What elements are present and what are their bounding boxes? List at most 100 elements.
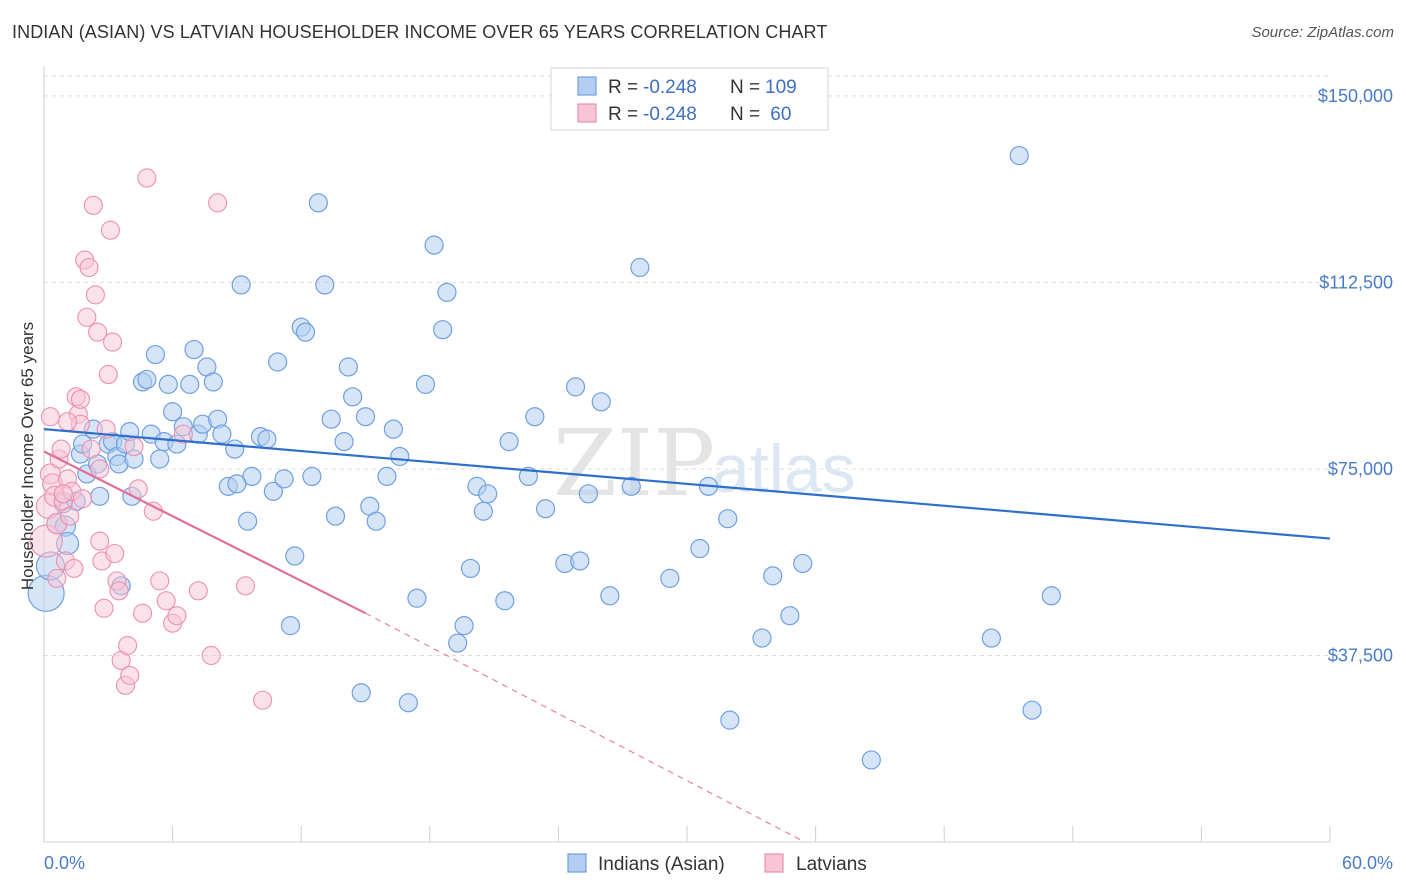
legend-label-indians: Indians (Asian) <box>598 854 725 875</box>
latvians-point-27 <box>94 598 114 618</box>
legend-n-label-1: N = <box>730 77 760 98</box>
latvians-point-7 <box>51 439 71 459</box>
latvians-point-39 <box>124 437 144 457</box>
latvians-point-34 <box>109 581 129 601</box>
legend-r-value-1: -0.248 <box>643 77 697 98</box>
x-tick-label-0: 0.0% <box>44 853 85 873</box>
indians-point-33 <box>184 339 204 360</box>
legend-box <box>550 67 829 131</box>
legend-n-label-2: N = <box>730 104 760 125</box>
indians-point-91 <box>600 586 620 606</box>
latvians-point-38 <box>120 665 140 685</box>
indians-point-12 <box>90 486 110 506</box>
indians-point-87 <box>565 377 586 397</box>
indians-point-59 <box>334 431 354 452</box>
watermark-atlas: atlas <box>712 431 856 507</box>
legend-r-label-2: R = <box>608 104 638 125</box>
indians-point-28 <box>158 374 178 394</box>
legend-n-value-1: 109 <box>765 77 797 98</box>
latvians-point-44 <box>150 571 170 591</box>
indians-point-104 <box>981 628 1001 648</box>
indians-point-50 <box>280 616 301 636</box>
indians-point-46 <box>257 429 277 449</box>
legend-n-value-2: 60 <box>765 104 791 125</box>
latvians-point-20 <box>79 257 99 278</box>
latvians-point-57 <box>90 459 110 479</box>
legend-swatch-blue <box>577 76 597 96</box>
latvians-point-13 <box>64 558 84 578</box>
x-tick-labels: 0.0% 60.0% <box>44 853 1393 873</box>
indians-point-68 <box>390 446 410 467</box>
indians-trend-line <box>43 428 1331 540</box>
latvians-point-48 <box>173 424 193 444</box>
indians-point-74 <box>437 282 457 302</box>
series-legend: Indians (Asian) Latvians <box>567 853 867 875</box>
latvians-point-29 <box>98 364 118 384</box>
y-tick-label-3: $150,000 <box>1318 86 1393 106</box>
latvians-trend-line <box>43 450 366 615</box>
chart-title: INDIAN (ASIAN) VS LATVIAN HOUSEHOLDER IN… <box>12 22 828 42</box>
indians-point-72 <box>424 235 444 255</box>
latvians-point-54 <box>40 407 60 427</box>
indians-point-73 <box>433 320 453 340</box>
latvians-point-32 <box>105 543 125 564</box>
latvians-point-49 <box>188 581 208 601</box>
latvians-point-24 <box>88 322 108 342</box>
indians-point-92 <box>621 476 641 496</box>
indians-point-23 <box>137 369 157 390</box>
indians-point-58 <box>325 506 346 526</box>
y-tick-label-2: $112,500 <box>1319 272 1393 292</box>
indians-point-47 <box>263 481 283 501</box>
indians-point-42 <box>231 275 251 295</box>
latvians-point-53 <box>253 690 273 710</box>
series-latvians-points <box>29 168 273 710</box>
latvians-point-58 <box>70 389 90 409</box>
indians-point-81 <box>495 591 515 611</box>
latvians-point-47 <box>167 606 187 626</box>
indians-point-107 <box>1041 586 1061 606</box>
latvians-point-55 <box>58 412 78 432</box>
indians-point-29 <box>163 402 183 422</box>
latvians-point-31 <box>103 332 123 352</box>
latvians-point-51 <box>208 193 228 213</box>
y-axis-label: Householder Income Over 65 years <box>18 322 37 590</box>
indians-point-70 <box>407 588 427 608</box>
indians-point-102 <box>793 553 813 574</box>
indians-point-61 <box>343 387 363 407</box>
indians-point-71 <box>415 374 436 394</box>
indians-point-94 <box>660 568 680 588</box>
legend-swatch-pink <box>577 103 597 123</box>
watermark: ZIP atlas <box>553 410 856 517</box>
axes <box>43 66 1331 843</box>
indians-point-57 <box>321 409 341 429</box>
latvians-point-59 <box>53 484 73 504</box>
indians-point-79 <box>473 501 493 521</box>
latvians-point-37 <box>118 635 138 656</box>
indians-point-43 <box>238 511 258 531</box>
indians-point-83 <box>518 466 538 487</box>
latvians-point-42 <box>137 168 157 188</box>
legend-r-label-1: R = <box>608 77 638 98</box>
latvians-point-25 <box>90 531 110 551</box>
latvians-point-22 <box>83 195 103 215</box>
indians-point-69 <box>398 693 418 713</box>
chart-source: Source: ZipAtlas.com <box>1251 24 1394 41</box>
latvians-point-21 <box>81 439 101 459</box>
indians-point-49 <box>274 469 294 489</box>
indians-point-99 <box>752 628 772 648</box>
indians-point-26 <box>150 449 170 469</box>
indians-point-63 <box>355 407 376 427</box>
indians-point-41 <box>225 439 245 459</box>
latvians-point-23 <box>85 285 105 305</box>
indians-point-77 <box>460 558 481 579</box>
latvians-point-41 <box>133 603 153 623</box>
indians-point-56 <box>315 275 335 295</box>
indians-point-80 <box>478 484 498 504</box>
indians-point-108 <box>227 474 247 494</box>
latvians-point-43 <box>143 501 163 521</box>
indians-point-55 <box>308 193 328 213</box>
y-tick-label-1: $75,000 <box>1328 459 1393 479</box>
correlation-legend: R = -0.248 N = 109 R = -0.248 N = 60 <box>550 67 829 131</box>
legend-swatch-latvians <box>764 853 784 873</box>
